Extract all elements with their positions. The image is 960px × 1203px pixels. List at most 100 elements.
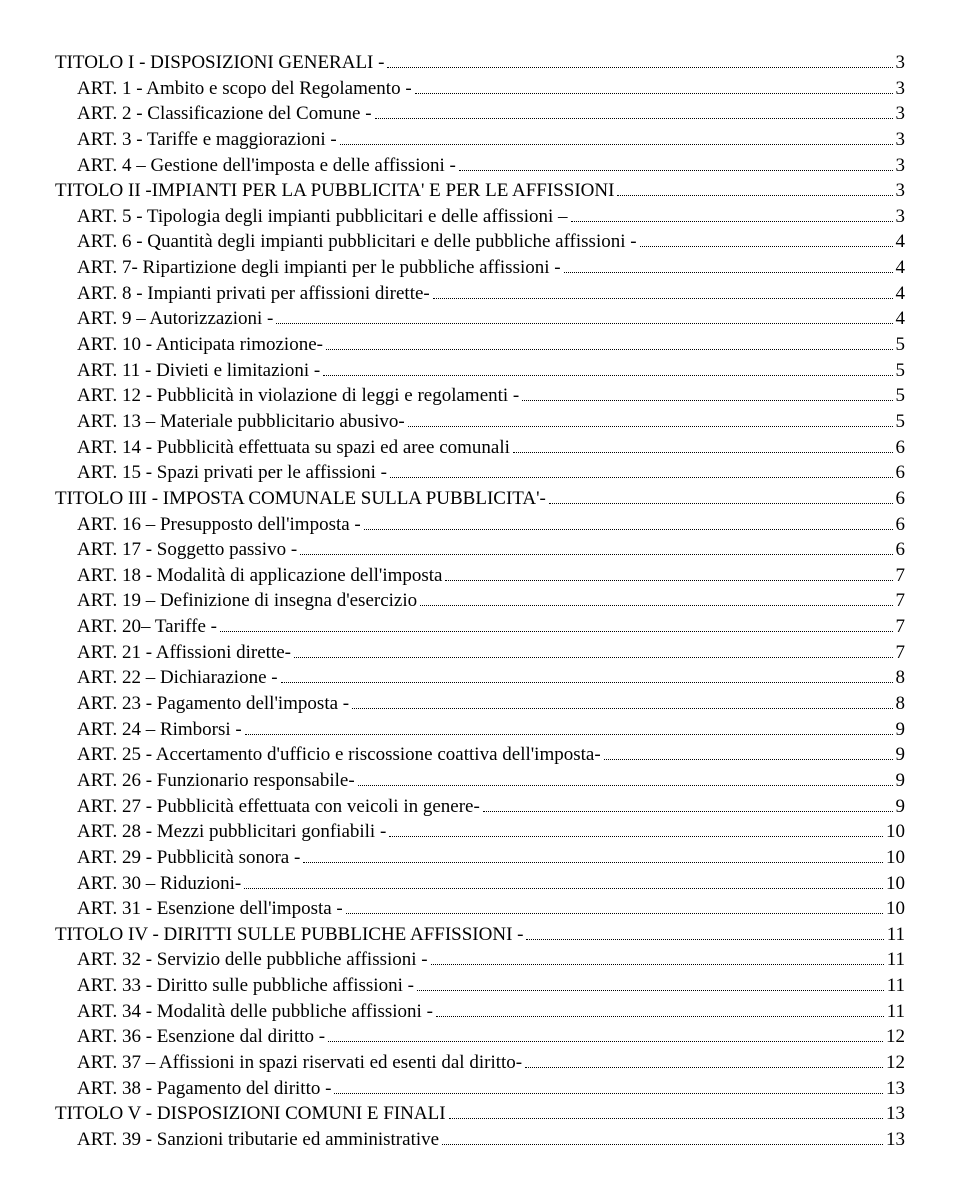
toc-entry-text: ART. 29 - Pubblicità sonora -	[77, 845, 300, 871]
toc-leader-dots	[442, 1144, 883, 1145]
toc-entry-page: 6	[896, 435, 906, 461]
toc-entry-page: 4	[896, 255, 906, 281]
toc-entry: ART. 2 - Classificazione del Comune -3	[55, 101, 905, 127]
toc-entry-page: 4	[896, 306, 906, 332]
toc-entry-text: ART. 26 - Funzionario responsabile-	[77, 768, 355, 794]
toc-leader-dots	[436, 1016, 884, 1017]
toc-entry-text: ART. 32 - Servizio delle pubbliche affis…	[77, 947, 428, 973]
toc-leader-dots	[431, 964, 884, 965]
toc-entry-text: ART. 23 - Pagamento dell'imposta -	[77, 691, 349, 717]
toc-leader-dots	[564, 272, 893, 273]
toc-entry-text: ART. 39 - Sanzioni tributarie ed amminis…	[77, 1127, 439, 1153]
toc-entry-page: 13	[886, 1101, 905, 1127]
toc-entry-text: ART. 9 – Autorizzazioni -	[77, 306, 273, 332]
toc-entry: ART. 12 - Pubblicità in violazione di le…	[55, 383, 905, 409]
toc-leader-dots	[364, 529, 893, 530]
toc-entry: ART. 15 - Spazi privati per le affission…	[55, 460, 905, 486]
toc-entry-text: ART. 13 – Materiale pubblicitario abusiv…	[77, 409, 405, 435]
toc-leader-dots	[420, 605, 892, 606]
toc-entry: ART. 4 – Gestione dell'imposta e delle a…	[55, 153, 905, 179]
toc-entry-page: 5	[896, 409, 906, 435]
toc-leader-dots	[328, 1041, 883, 1042]
toc-entry-text: ART. 31 - Esenzione dell'imposta -	[77, 896, 343, 922]
toc-entry-text: ART. 36 - Esenzione dal diritto -	[77, 1024, 325, 1050]
toc-leader-dots	[604, 759, 893, 760]
toc-entry: ART. 6 - Quantità degli impianti pubblic…	[55, 229, 905, 255]
toc-entry: ART. 21 - Affissioni dirette-7	[55, 640, 905, 666]
toc-entry: TITOLO IV - DIRITTI SULLE PUBBLICHE AFFI…	[55, 922, 905, 948]
toc-entry-page: 11	[887, 999, 905, 1025]
toc-leader-dots	[323, 375, 892, 376]
toc-leader-dots	[549, 503, 893, 504]
toc-entry-page: 11	[887, 922, 905, 948]
toc-entry: ART. 14 - Pubblicità effettuata su spazi…	[55, 435, 905, 461]
toc-entry: ART. 31 - Esenzione dell'imposta - 10	[55, 896, 905, 922]
toc-entry-page: 7	[896, 563, 906, 589]
toc-entry: ART. 13 – Materiale pubblicitario abusiv…	[55, 409, 905, 435]
toc-entry-page: 5	[896, 358, 906, 384]
toc-leader-dots	[281, 682, 893, 683]
toc-entry: TITOLO II -IMPIANTI PER LA PUBBLICITA' E…	[55, 178, 905, 204]
toc-entry-page: 3	[896, 127, 906, 153]
toc-entry: TITOLO V - DISPOSIZIONI COMUNI E FINALI 1…	[55, 1101, 905, 1127]
toc-entry-text: ART. 17 - Soggetto passivo -	[77, 537, 297, 563]
toc-entry-page: 12	[886, 1024, 905, 1050]
toc-entry-page: 3	[896, 153, 906, 179]
toc-entry-text: ART. 3 - Tariffe e maggiorazioni -	[77, 127, 337, 153]
toc-leader-dots	[408, 426, 893, 427]
toc-entry-text: ART. 37 – Affissioni in spazi riservati …	[77, 1050, 522, 1076]
toc-leader-dots	[334, 1093, 883, 1094]
toc-entry-text: ART. 10 - Anticipata rimozione-	[77, 332, 323, 358]
toc-entry-text: ART. 7- Ripartizione degli impianti per …	[77, 255, 561, 281]
toc-entry-page: 10	[886, 845, 905, 871]
toc-entry: ART. 10 - Anticipata rimozione-5	[55, 332, 905, 358]
toc-entry: ART. 37 – Affissioni in spazi riservati …	[55, 1050, 905, 1076]
toc-leader-dots	[640, 246, 893, 247]
toc-entry-page: 10	[886, 896, 905, 922]
toc-entry-text: ART. 14 - Pubblicità effettuata su spazi…	[77, 435, 510, 461]
toc-entry-page: 12	[886, 1050, 905, 1076]
toc-leader-dots	[294, 657, 893, 658]
toc-entry: ART. 30 – Riduzioni-10	[55, 871, 905, 897]
toc-entry: ART. 1 - Ambito e scopo del Regolamento …	[55, 76, 905, 102]
toc-entry-text: TITOLO II -IMPIANTI PER LA PUBBLICITA' E…	[55, 178, 614, 204]
toc-leader-dots	[244, 888, 883, 889]
toc-entry: TITOLO I - DISPOSIZIONI GENERALI -3	[55, 50, 905, 76]
toc-leader-dots	[346, 913, 883, 914]
toc-leader-dots	[303, 862, 883, 863]
toc-leader-dots	[220, 631, 893, 632]
toc-leader-dots	[389, 836, 883, 837]
toc-entry-text: TITOLO IV - DIRITTI SULLE PUBBLICHE AFFI…	[55, 922, 523, 948]
toc-entry-text: TITOLO V - DISPOSIZIONI COMUNI E FINALI	[55, 1101, 446, 1127]
toc-entry: ART. 16 – Presupposto dell'imposta -6	[55, 512, 905, 538]
toc-leader-dots	[300, 554, 892, 555]
toc-entry-text: ART. 34 - Modalità delle pubbliche affis…	[77, 999, 433, 1025]
toc-entry-text: ART. 28 - Mezzi pubblicitari gonfiabili …	[77, 819, 386, 845]
toc-entry: ART. 18 - Modalità di applicazione dell'…	[55, 563, 905, 589]
toc-entry-text: ART. 4 – Gestione dell'imposta e delle a…	[77, 153, 456, 179]
toc-entry-page: 9	[896, 794, 906, 820]
toc-entry-page: 3	[896, 178, 906, 204]
toc-entry: ART. 33 - Diritto sulle pubbliche affiss…	[55, 973, 905, 999]
toc-leader-dots	[526, 939, 883, 940]
toc-entry-page: 11	[887, 947, 905, 973]
toc-entry-text: TITOLO III - IMPOSTA COMUNALE SULLA PUBB…	[55, 486, 546, 512]
toc-entry-text: ART. 2 - Classificazione del Comune -	[77, 101, 372, 127]
toc-entry: ART. 19 – Definizione di insegna d'eserc…	[55, 588, 905, 614]
toc-leader-dots	[375, 118, 893, 119]
toc-leader-dots	[390, 477, 892, 478]
toc-entry-text: ART. 15 - Spazi privati per le affission…	[77, 460, 387, 486]
toc-entry: ART. 32 - Servizio delle pubbliche affis…	[55, 947, 905, 973]
toc-entry-page: 8	[896, 691, 906, 717]
toc-entry-page: 6	[896, 486, 906, 512]
toc-entry: TITOLO III - IMPOSTA COMUNALE SULLA PUBB…	[55, 486, 905, 512]
toc-entry-text: ART. 38 - Pagamento del diritto -	[77, 1076, 331, 1102]
toc-leader-dots	[326, 349, 893, 350]
toc-leader-dots	[617, 195, 892, 196]
toc-entry-text: ART. 22 – Dichiarazione -	[77, 665, 278, 691]
toc-entry-page: 9	[896, 717, 906, 743]
toc-entry: ART. 5 - Tipologia degli impianti pubbli…	[55, 204, 905, 230]
toc-entry: ART. 20– Tariffe -7	[55, 614, 905, 640]
toc-entry-text: ART. 30 – Riduzioni-	[77, 871, 241, 897]
toc-entry-page: 3	[896, 76, 906, 102]
